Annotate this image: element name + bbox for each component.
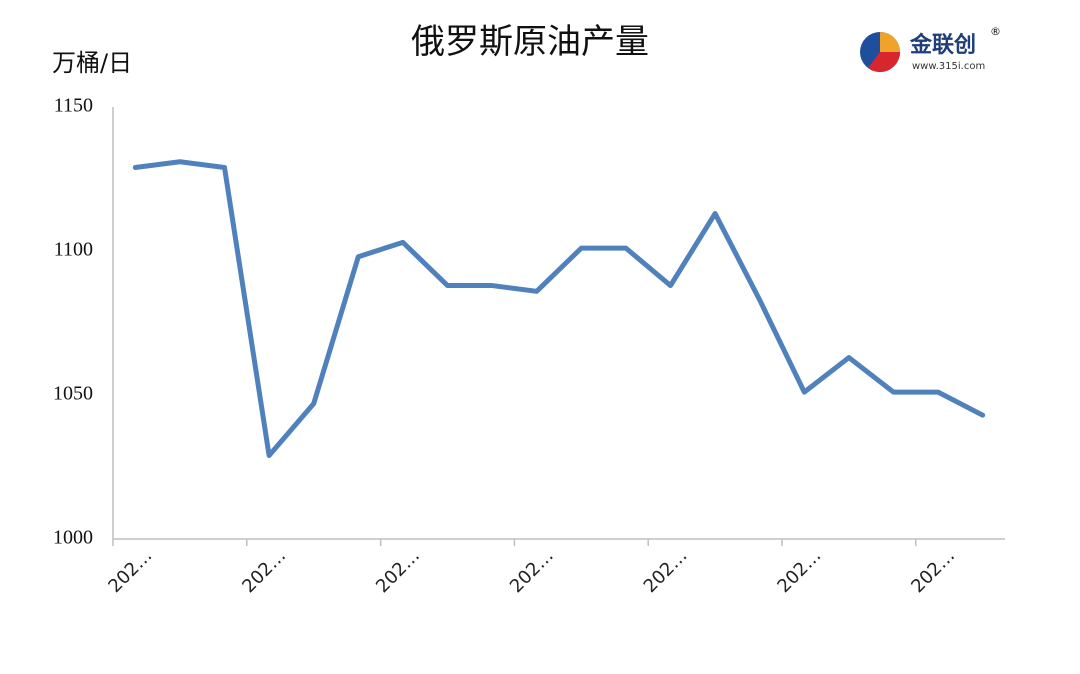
y-tick-label: 1150 [54,95,93,117]
logo-name: 金联创 [909,32,976,58]
x-tick-label: 202… [907,545,959,597]
line [132,159,986,458]
y-tick-label: 1100 [54,239,93,261]
logo-mark: ® [990,25,1001,38]
x-tick-label: 202… [104,545,156,597]
chart-title: 俄罗斯原油产量 [411,22,649,62]
y-tick-label: 1050 [53,383,93,405]
x-tick-label: 202… [238,545,290,597]
y-axis-label: 万桶/日 [52,49,132,77]
logo: 金联创 ® www.315i.com [860,25,1001,72]
x-tick-label: 202… [506,545,558,597]
logo-icon [868,52,900,72]
x-tick-label: 202… [773,545,825,597]
y-tick-label: 1000 [53,527,93,549]
logo-icon [880,32,900,52]
logo-url: www.315i.com [912,61,985,72]
x-tick-label: 202… [640,545,692,597]
x-tick-label: 202… [372,545,424,597]
